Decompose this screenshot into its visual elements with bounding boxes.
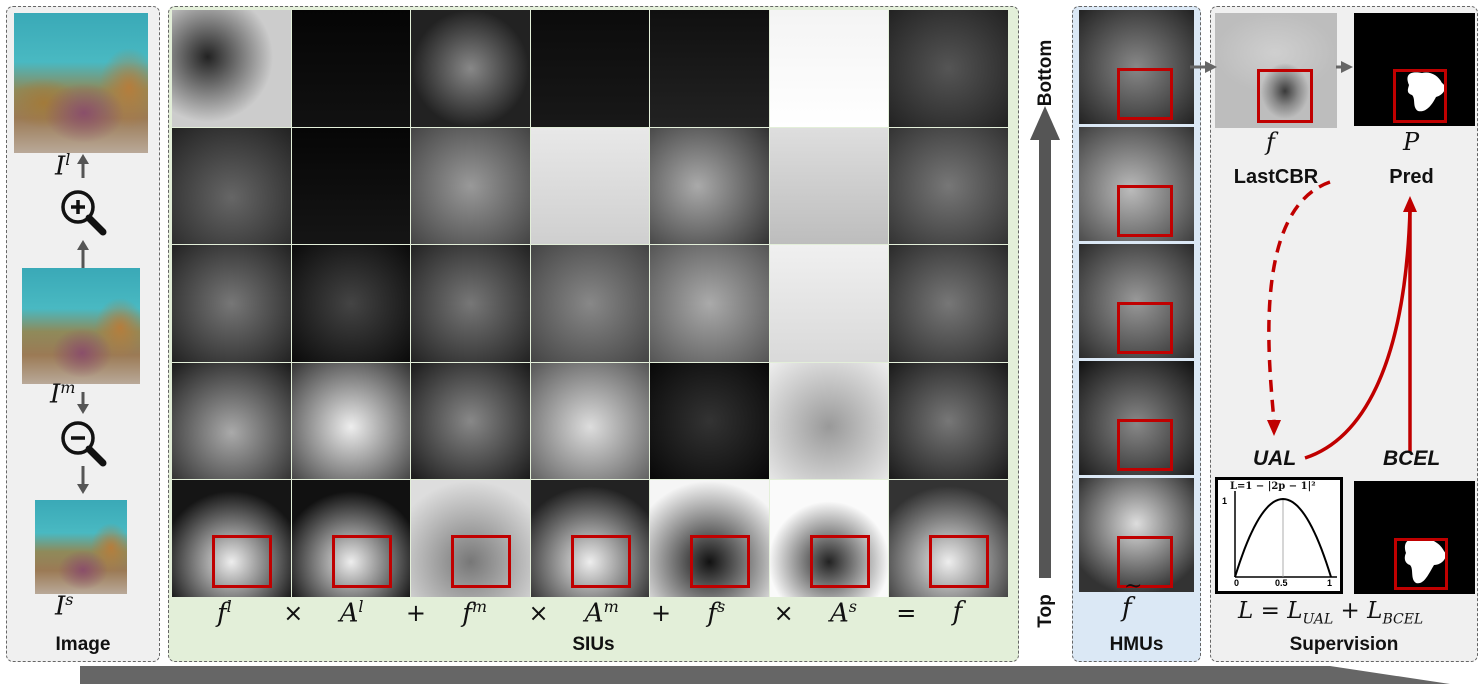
siu-feature-tile [889,245,1008,362]
ual-curve [1234,491,1337,578]
siu-term: Al [339,597,364,629]
bottom-label: Bottom [1035,39,1056,107]
hmu-red-box [1117,536,1173,588]
siu-feature-tile [291,10,410,127]
input-image-medium [22,268,140,384]
siu-feature-tile [172,127,291,244]
siu-operator: × [283,599,304,627]
pred-red-box [1393,69,1447,123]
hmu-feature-tile [1079,127,1194,241]
feature-symbol: f [1266,128,1275,156]
pred-label: Pred [1389,166,1434,188]
siu-feature-tile [411,127,530,244]
siu-red-box [212,535,272,588]
siu-feature-tile [889,127,1008,244]
ual-plot-xtick-1: 1 [1327,578,1333,588]
siu-operator: + [405,599,426,627]
siu-feature-tile [411,245,530,362]
siu-red-box [690,535,750,588]
hmu-feature-tile [1079,361,1194,475]
siu-red-box [809,535,870,588]
zoom-in-icon [61,190,107,236]
siu-red-box [570,535,631,588]
siu-feature-tile [291,362,410,479]
hmu-feature-tile [1079,478,1194,592]
siu-feature-tile [650,127,769,244]
top-label: Top [1035,594,1056,628]
supervision-panel-caption: Supervision [1289,634,1399,655]
ual-plot-formula: L=1 − |2p − 1|² [1230,481,1316,492]
hmu-red-box [1117,68,1173,120]
siu-operator: × [773,599,794,627]
lastcbr-red-box [1257,69,1313,123]
siu-red-box [451,535,511,588]
siu-feature-tile [291,245,410,362]
ual-label: UAL [1253,447,1297,470]
siu-feature-tile [530,362,649,479]
pipeline-arrow [80,666,1450,684]
siu-feature-tile [172,362,291,479]
siu-term: Am [584,597,619,629]
label-I-medium: Im [50,378,76,410]
bcel-label: BCEL [1383,447,1441,470]
sius-panel-caption: SIUs [572,634,615,655]
lastcbr-label: LastCBR [1233,166,1319,188]
siu-operator: = [896,599,917,627]
siu-operator: + [651,599,672,627]
ual-plot-ytick: 1 [1222,496,1228,506]
supervision-top-arrows [1190,61,1353,73]
hmu-symbol: f [1122,593,1132,623]
siu-feature-tile [530,10,649,127]
siu-feature-tile [411,362,530,479]
siu-feature-tile [172,10,291,127]
ual-plot-xtick-0: 0 [1234,578,1240,588]
siu-feature-tile [172,245,291,362]
gt-red-box [1394,538,1448,590]
siu-term: As [830,597,857,629]
siu-operator: × [528,599,549,627]
top-bottom-arrow [1030,106,1060,578]
hmus-panel-caption: HMUs [1109,634,1164,655]
ual-plot-xtick-mid: 0.5 [1275,578,1288,588]
siu-red-box [929,535,989,588]
siu-feature-tile [889,10,1008,127]
image-panel-arrows [77,154,89,494]
siu-feature-tile [650,362,769,479]
siu-feature-tile [411,10,530,127]
siu-term: fl [217,597,232,629]
pred-symbol: P [1403,128,1420,156]
siu-feature-tile [769,362,888,479]
siu-feature-tile [650,10,769,127]
hmu-red-box [1117,419,1173,471]
siu-term: fm [462,597,487,629]
siu-feature-tile [291,127,410,244]
image-panel-caption: Image [55,634,111,655]
hmu-red-box [1117,302,1173,354]
hmu-red-box [1117,185,1173,237]
siu-term: fs [707,597,726,629]
supervision-red-arrows [1267,180,1417,460]
hmu-tilde: ~ [1124,574,1143,599]
siu-feature-tile [530,245,649,362]
input-image-small [35,500,127,594]
label-I-small: Is [55,590,74,622]
label-I-large: Il [55,150,71,182]
siu-feature-tile [769,10,888,127]
hmu-feature-tile [1079,244,1194,358]
loss-equation: L = LUAL + LBCEL [1238,598,1424,628]
siu-red-box [331,535,392,588]
siu-feature-tile [769,127,888,244]
zoom-out-icon [61,421,107,467]
pred-blob [1407,72,1445,112]
hmu-feature-tile [1079,10,1194,124]
siu-feature-tile [889,362,1008,479]
siu-feature-tile [769,245,888,362]
input-image-large [14,13,148,153]
siu-feature-tile [530,127,649,244]
siu-feature-tile [650,245,769,362]
siu-term: f [952,597,963,627]
gt-blob [1404,538,1446,584]
